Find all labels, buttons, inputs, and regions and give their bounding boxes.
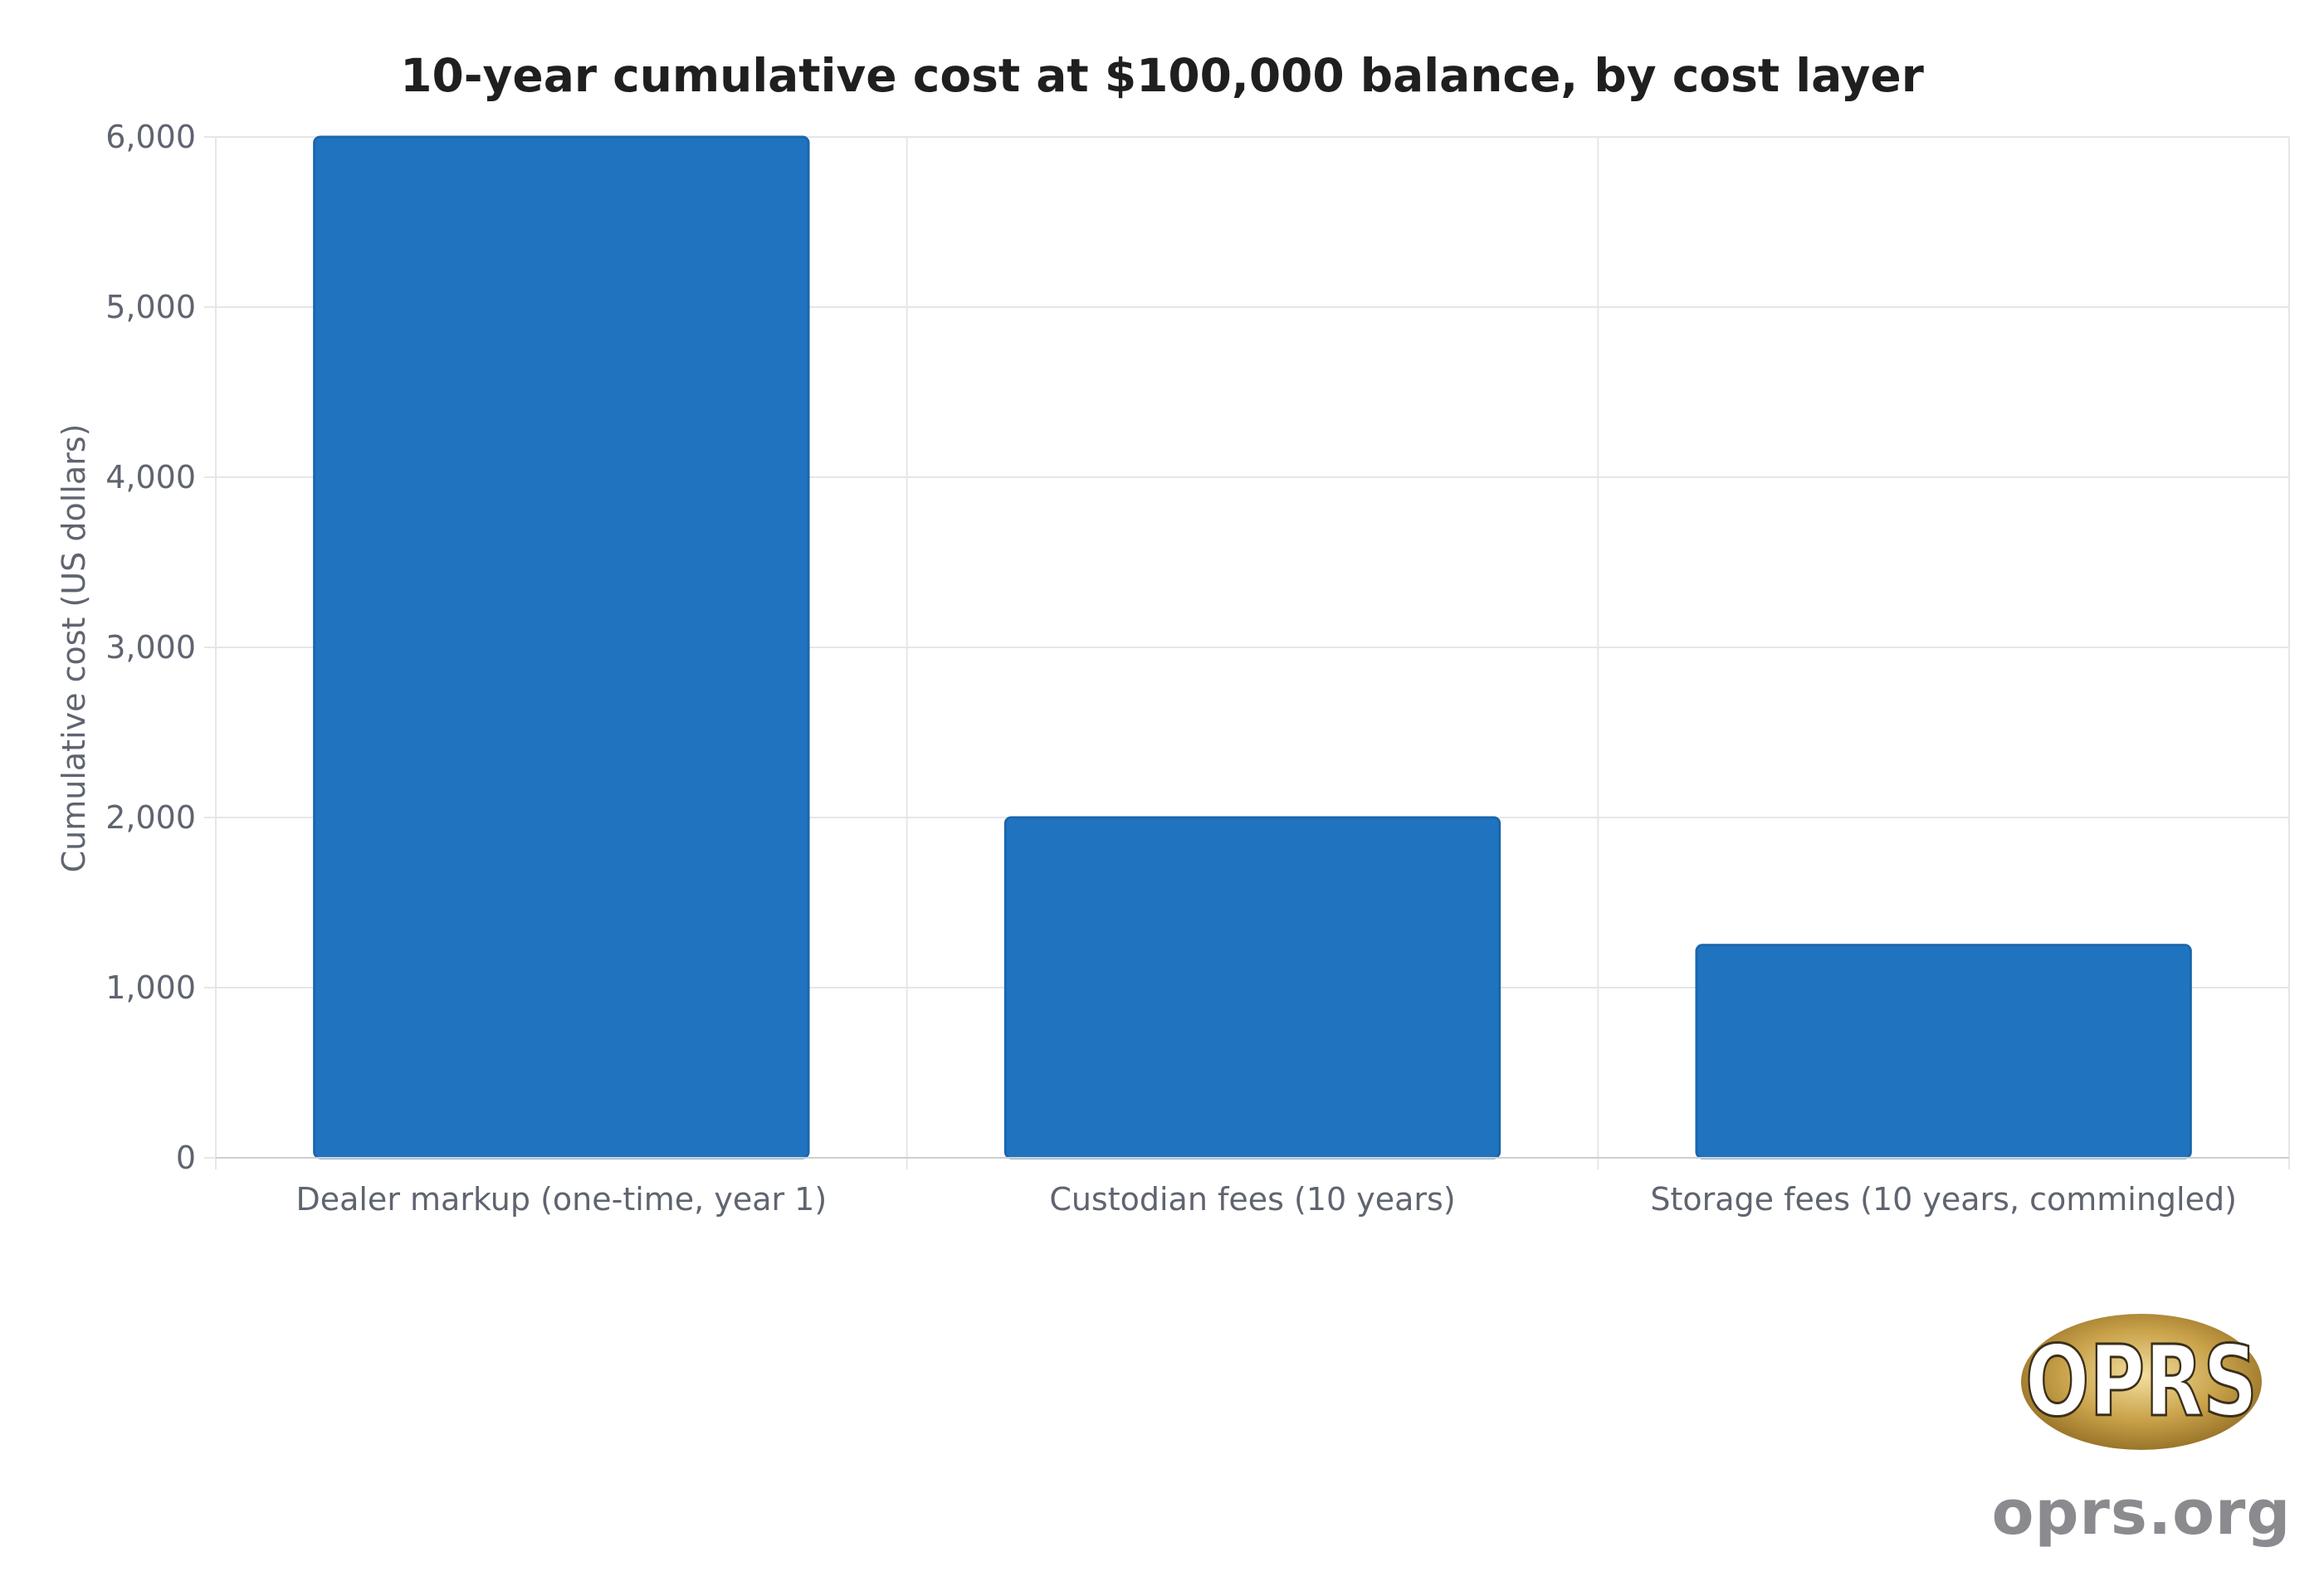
y-tick-labels: 0 1,000 2,000 3,000 4,000 5,000 6,000 <box>105 119 196 1176</box>
y-tick-label: 3,000 <box>105 629 196 666</box>
x-tick-label: Dealer markup (one-time, year 1) <box>295 1181 827 1218</box>
y-tick-label: 0 <box>176 1140 196 1176</box>
x-tick-label: Storage fees (10 years, commingled) <box>1650 1181 2237 1218</box>
y-tick-label: 1,000 <box>105 969 196 1006</box>
y-tick-label: 6,000 <box>105 119 196 155</box>
bar <box>1695 944 2192 1159</box>
site-url: oprs.org <box>1991 1477 2292 1549</box>
y-tick-label: 2,000 <box>105 799 196 836</box>
y-tick-label: 5,000 <box>105 289 196 325</box>
x-tick-labels: Dealer markup (one-time, year 1) Custodia… <box>295 1181 2236 1218</box>
y-tick-label: 4,000 <box>105 459 196 495</box>
x-tick-label: Custodian fees (10 years) <box>1049 1181 1455 1218</box>
logo-badge <box>2021 1314 2262 1450</box>
oprs-logo: OPRS <box>2021 1314 2262 1450</box>
chart-title: 10-year cumulative cost at $100,000 bala… <box>400 49 1924 102</box>
logo-lettering: OPRS <box>2025 1324 2258 1438</box>
bar <box>1003 816 1501 1159</box>
bar <box>313 135 810 1159</box>
y-axis-title: Cumulative cost (US dollars) <box>56 424 92 873</box>
